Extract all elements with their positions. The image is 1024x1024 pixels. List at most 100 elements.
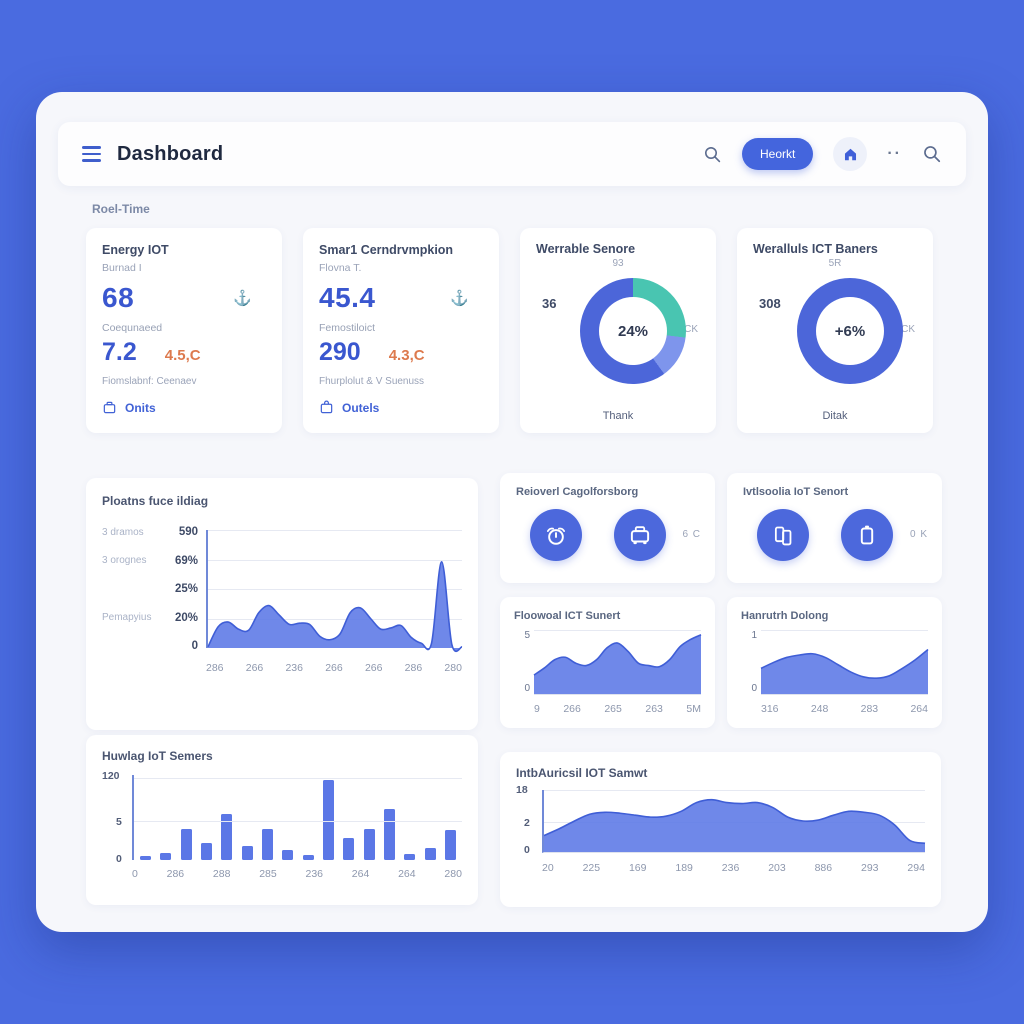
donut-center-value: 24% xyxy=(617,322,649,340)
dashboard-panel: Dashboard Heorkt ·· Roel-Time Energy IOT… xyxy=(36,92,988,932)
timer-icon xyxy=(546,527,566,545)
stat-card-consumption: Smar1 Cerndrvmpkion Flovna T. 45.4 ⚓ Fem… xyxy=(303,228,499,433)
bar xyxy=(302,855,314,860)
bar xyxy=(241,846,253,860)
icon-card-devices: Ivtlsoolia IoT Senort 0 K xyxy=(727,473,942,583)
x-axis-ticks: 316 248 283 264 xyxy=(761,703,928,715)
bar xyxy=(363,828,375,860)
side-text: 6 C xyxy=(682,529,701,540)
header-actions: Heorkt ·· xyxy=(703,137,942,171)
donut-chart: 24% xyxy=(580,278,686,384)
axis-tick: 316 xyxy=(761,703,779,715)
chart-title: Floowoal ICT Sunert xyxy=(514,610,621,622)
donut-right-label: CK xyxy=(901,324,915,335)
axis-tick: 280 xyxy=(444,662,462,674)
bar xyxy=(180,829,192,860)
bottom-label: Fhurplolut & V Suenuss xyxy=(319,376,425,387)
axis-tick: 5 xyxy=(524,630,530,641)
card-title: Smar1 Cerndrvmpkion xyxy=(319,243,454,257)
donut-chart: +6% xyxy=(797,278,903,384)
anchor-icon: ⚓ xyxy=(450,290,469,307)
search-icon-2[interactable] xyxy=(922,144,942,164)
axis-tick: 0 xyxy=(132,868,138,880)
y-tick: 0 xyxy=(116,853,122,865)
bar xyxy=(282,850,294,860)
card-subtitle: Burnad I xyxy=(102,262,142,274)
donut-card-wearable: Werrable Senore 93 36 CK 24% Thank xyxy=(520,228,716,433)
axis-tick: 286 xyxy=(206,662,224,674)
search-icon[interactable] xyxy=(703,145,722,164)
donut-left-label: 36 xyxy=(542,296,557,311)
chart-title: Hanrutrh Dolong xyxy=(741,610,829,622)
primary-value: 68 xyxy=(102,282,135,313)
card-title: Weralluls ICT Baners xyxy=(753,242,878,256)
section-label: Roel-Time xyxy=(92,202,150,216)
more-options-icon[interactable]: ·· xyxy=(887,145,902,162)
area-chart xyxy=(761,630,928,695)
bag-icon xyxy=(320,400,333,414)
card-title: Ivtlsoolia IoT Senort xyxy=(743,486,849,498)
y-tick: 18 xyxy=(516,784,528,796)
phones-icon xyxy=(774,526,792,546)
bar xyxy=(343,837,355,860)
page-title: Dashboard xyxy=(117,142,224,165)
axis-tick: 263 xyxy=(645,703,663,715)
temperature-value: 4.3,C xyxy=(388,347,425,364)
stat-card-energy: Energy IOT Burnad I 68 ⚓ Coequnaeed 7.2 … xyxy=(86,228,282,433)
y-tick: 120 xyxy=(102,770,120,782)
home-button[interactable] xyxy=(833,137,868,171)
x-axis-ticks: 0 286 288 285 236 264 264 280 xyxy=(132,868,462,880)
axis-tick: 236 xyxy=(305,868,324,880)
outlets-link[interactable]: Outels xyxy=(319,400,483,415)
timer-button[interactable] xyxy=(530,509,582,561)
axis-tick: 248 xyxy=(810,703,829,715)
series-label: 3 dramos xyxy=(102,526,144,538)
donut-top-label: 93 xyxy=(612,258,624,269)
chart-title: IntbAuricsil IOT Samwt xyxy=(516,766,648,780)
axis-tick: 288 xyxy=(212,868,231,880)
battery-button[interactable] xyxy=(841,509,893,561)
donut-center-value: +6% xyxy=(834,322,866,340)
axis-tick: 590 xyxy=(178,526,198,538)
axis-tick: 280 xyxy=(444,868,462,880)
axis-tick: 0 xyxy=(191,640,198,652)
axis-tick: 225 xyxy=(582,862,601,874)
bar xyxy=(383,809,395,860)
box-icon xyxy=(103,401,116,414)
bar xyxy=(261,828,273,860)
primary-action-button[interactable]: Heorkt xyxy=(742,138,814,170)
axis-tick: 286 xyxy=(166,868,185,880)
secondary-value: 290 xyxy=(319,338,361,366)
x-axis-ticks: 286 266 236 266 266 286 280 xyxy=(206,662,462,674)
axis-tick: 266 xyxy=(245,662,264,674)
y-tick: 2 xyxy=(524,817,530,830)
bar-chart xyxy=(132,775,462,860)
axis-tick: 286 xyxy=(404,662,423,674)
bar xyxy=(322,779,334,860)
axis-tick: 169 xyxy=(628,862,647,874)
axis-tick: 69% xyxy=(174,554,198,567)
area-chart xyxy=(206,530,462,648)
axis-tick: 294 xyxy=(907,862,925,874)
units-link[interactable]: Onits xyxy=(102,400,266,415)
donut-card-sensors: Weralluls ICT Baners 5R 308 CK +6% Ditak xyxy=(737,228,933,433)
axis-tick: 293 xyxy=(861,862,879,874)
y-tick: 5 xyxy=(116,815,122,828)
y-axis-labels: 3 dramos 590 3 orognes 69% 25% Pemapyius 20% 0 xyxy=(102,526,206,652)
machine-button[interactable] xyxy=(614,509,666,561)
axis-tick: 886 xyxy=(814,862,833,874)
axis-tick: 236 xyxy=(721,862,740,874)
bar xyxy=(140,855,151,860)
axis-tick: 285 xyxy=(259,868,277,880)
hamburger-menu-icon[interactable] xyxy=(82,146,101,162)
bottom-chart-card: IntbAuricsil IOT Samwt 18 2 0 20 225 169 18… xyxy=(500,752,941,907)
area-chart xyxy=(534,630,701,695)
phones-button[interactable] xyxy=(757,509,809,561)
axis-tick: 0 xyxy=(751,683,757,694)
axis-tick: 266 xyxy=(563,703,581,715)
machine-icon xyxy=(630,526,650,545)
axis-tick: 266 xyxy=(364,662,383,674)
axis-tick: 25% xyxy=(174,583,198,595)
